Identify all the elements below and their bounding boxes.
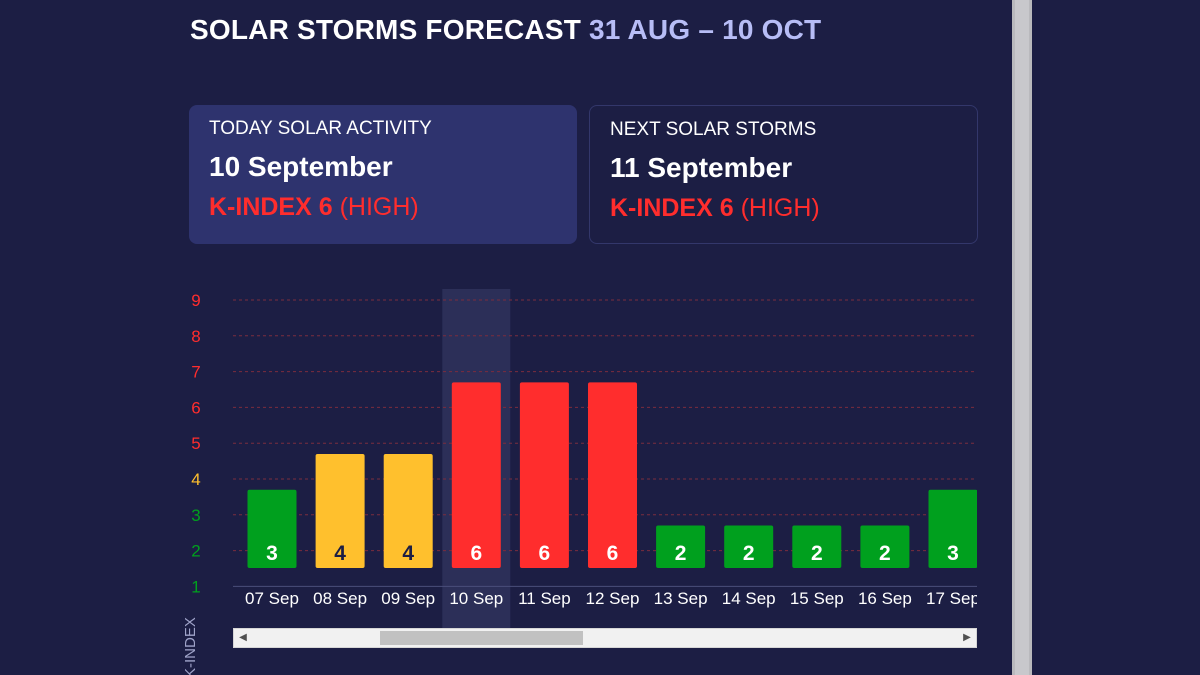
bar-value-label: 4 [334,542,346,565]
bar-16-sep[interactable] [860,525,910,568]
x-tick-label: 16 Sep [858,589,912,608]
next-card-date: 11 September [610,152,793,183]
chart-horizontal-scrollbar[interactable]: ◀ ▶ [233,628,977,648]
y-tick-label: 1 [191,577,200,596]
x-tick-label: 08 Sep [313,589,367,608]
bar-10-sep[interactable] [451,382,501,568]
date-range: 31 AUG – 10 OCT [589,14,822,45]
bar-value-label: 6 [539,542,551,565]
today-kindex-level: (HIGH) [339,193,419,221]
x-tick-label: 13 Sep [654,589,708,608]
x-tick-label: 09 Sep [381,589,435,608]
bar-value-label: 2 [811,542,823,565]
page-title-text: SOLAR STORMS FORECAST [190,14,582,45]
bar-value-label: 2 [743,542,755,565]
bar-09-sep[interactable] [383,453,433,568]
x-tick-label: 14 Sep [722,589,776,608]
bar-15-sep[interactable] [792,525,842,568]
x-tick-label: 07 Sep [245,589,299,608]
bar-11-sep[interactable] [519,382,569,568]
today-activity-card: TODAY SOLAR ACTIVITY 10 September K-INDE… [189,105,577,244]
x-tick-label: 15 Sep [790,589,844,608]
x-tick-label: 11 Sep [518,589,571,608]
next-card-kindex: K-INDEX 6 (HIGH) [610,194,957,223]
x-tick-label: 17 Sep [926,589,980,608]
today-card-date: 10 September [209,151,393,182]
next-kindex-value: K-INDEX 6 [610,194,734,222]
today-card-kindex: K-INDEX 6 (HIGH) [209,193,557,222]
bar-value-label: 4 [402,542,414,565]
bar-12-sep[interactable] [588,382,637,568]
bars-group: 3 07 Sep 4 08 Sep 4 09 Sep 6 10 Sep 6 11 Sep 6 12 S… [245,382,980,608]
y-tick-label: 7 [191,363,200,382]
today-kindex-value: K-INDEX 6 [209,193,333,221]
y-axis-title: K-INDEX [182,617,199,675]
page-title: SOLAR STORMS FORECAST 31 AUG – 10 OCT [190,14,821,46]
y-tick-label: 8 [191,327,200,346]
y-tick-label: 4 [191,470,200,489]
bar-17-sep[interactable] [928,489,978,568]
scroll-left-arrow-icon[interactable]: ◀ [239,632,247,643]
x-tick-label: 12 Sep [586,589,640,608]
bar-value-label: 6 [607,542,619,565]
y-tick-label: 5 [191,434,200,453]
bar-value-label: 6 [470,542,482,565]
y-tick-label: 6 [191,398,200,417]
bar-13-sep[interactable] [656,525,706,568]
today-card-label: TODAY SOLAR ACTIVITY [209,118,432,139]
x-tick-label: 10 Sep [449,589,503,608]
page-vertical-scrollbar[interactable] [1012,0,1032,675]
bar-value-label: 2 [879,542,891,565]
y-tick-label: 9 [191,291,200,310]
next-storms-card: NEXT SOLAR STORMS 11 September K-INDEX 6… [589,105,978,244]
bar-value-label: 3 [266,542,278,565]
scroll-right-arrow-icon[interactable]: ▶ [963,632,971,643]
bar-08-sep[interactable] [315,453,365,568]
next-kindex-level: (HIGH) [740,194,820,222]
y-axis-title-container: K-INDEX [180,612,200,675]
y-tick-label: 2 [191,542,200,561]
scrollbar-thumb[interactable] [380,631,583,645]
bar-07-sep[interactable] [247,489,297,568]
y-tick-label: 3 [191,506,200,525]
bar-value-label: 3 [947,542,959,565]
next-card-label: NEXT SOLAR STORMS [610,119,817,140]
page-scrollbar-track[interactable] [1015,0,1029,675]
bar-value-label: 2 [675,542,687,565]
bar-14-sep[interactable] [724,525,774,568]
